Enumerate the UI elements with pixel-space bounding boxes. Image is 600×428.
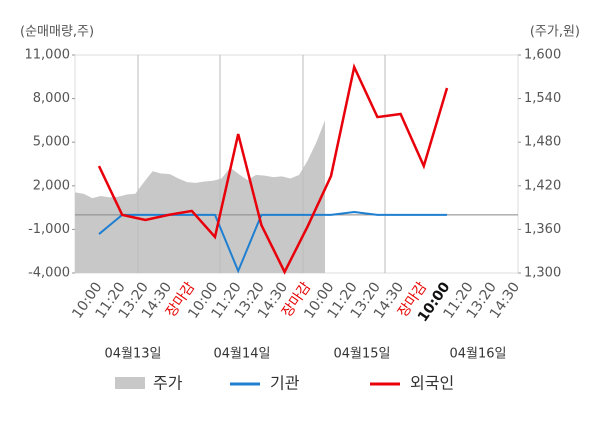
y2-tick-label: 1,540	[524, 91, 561, 106]
date-label: 04월14일	[213, 347, 270, 362]
y-tick-label: -4,000	[28, 266, 70, 281]
date-label: 04월15일	[333, 347, 390, 362]
y-tick-label: 5,000	[33, 135, 70, 150]
y-tick-label: -1,000	[28, 222, 70, 237]
series-line	[97, 63, 449, 275]
y2-tick-label: 1,480	[524, 135, 561, 150]
y2-tick-label: 1,360	[524, 222, 561, 237]
legend-label: 기관	[270, 374, 300, 393]
y2-tick-label: 1,300	[524, 266, 561, 281]
date-label: 04월16일	[449, 347, 506, 362]
series-line	[98, 210, 447, 274]
legend-label: 주가	[153, 374, 183, 393]
y-axis-title: (순매매량,주)	[20, 25, 94, 40]
date-label: 04월13일	[104, 347, 161, 362]
y-tick-label: 2,000	[33, 178, 70, 193]
legend-swatch	[115, 377, 145, 389]
y2-tick-label: 1,600	[524, 48, 561, 63]
y-tick-label: 11,000	[25, 48, 71, 63]
y2-axis-title: (주가,원)	[530, 25, 580, 40]
y2-tick-label: 1,420	[524, 178, 561, 193]
y-tick-label: 8,000	[33, 91, 70, 106]
legend-label: 외국인	[410, 374, 454, 393]
